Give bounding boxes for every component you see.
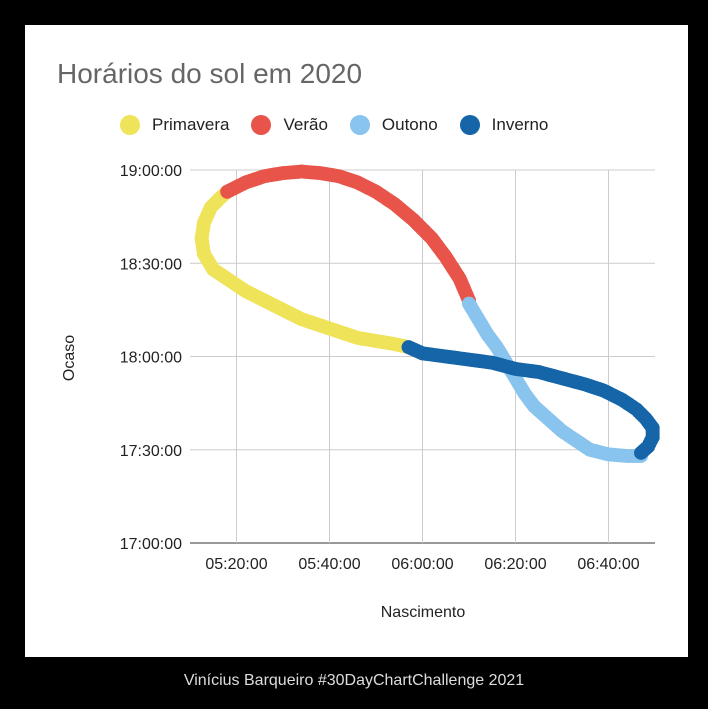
series-layer [194, 164, 660, 463]
x-tick-label: 06:00:00 [391, 556, 453, 573]
legend-marker [251, 115, 272, 135]
series-primavera [194, 184, 416, 355]
credit-text: Vinícius Barqueiro #30DayChartChallenge … [183, 672, 525, 689]
legend-label: Inverno [491, 115, 549, 134]
legend-marker [120, 115, 140, 135]
y-tick-labels: 17:00:00 17:30:00 18:00:00 18:30:00 19:00:00 [120, 163, 182, 553]
legend: Primavera Verão Outono Inverno [120, 115, 570, 135]
data-point [401, 340, 416, 355]
x-tick-label: 06:40:00 [577, 556, 639, 573]
x-tick-label: 05:40:00 [298, 556, 360, 573]
y-tick-label: 19:00:00 [120, 163, 182, 180]
y-axis-label: Ocaso [61, 335, 78, 381]
series-verão [220, 164, 476, 308]
legend-label: Outono [381, 115, 438, 134]
chart-card: Horários do sol em 2020 Primavera Verão Ou… [25, 25, 688, 657]
y-tick-label: 17:30:00 [120, 443, 182, 460]
x-tick-label: 06:20:00 [484, 556, 546, 573]
legend-item-outono: Outono [349, 115, 438, 135]
legend-label: Verão [283, 115, 328, 134]
x-tick-labels: 05:20:00 05:40:00 06:00:00 06:20:00 06:40:00 [205, 556, 639, 573]
legend-label: Primavera [152, 115, 230, 134]
legend-item-verão: Verão [251, 115, 328, 135]
chart-title: Horários do sol em 2020 [57, 58, 363, 89]
y-tick-label: 17:00:00 [120, 536, 182, 553]
y-tick-label: 18:00:00 [120, 350, 182, 367]
x-tick-label: 05:20:00 [205, 556, 267, 573]
legend-item-primavera: Primavera [120, 115, 229, 135]
legend-marker [349, 115, 370, 135]
legend-item-inverno: Inverno [459, 115, 549, 135]
plot-area: 05:20:00 05:40:00 06:00:00 06:20:00 06:40:00… [61, 163, 660, 621]
legend-marker [459, 115, 480, 135]
y-tick-label: 18:30:00 [120, 256, 182, 273]
x-axis-label: Nascimento [381, 604, 466, 621]
series-inverno [401, 340, 660, 460]
